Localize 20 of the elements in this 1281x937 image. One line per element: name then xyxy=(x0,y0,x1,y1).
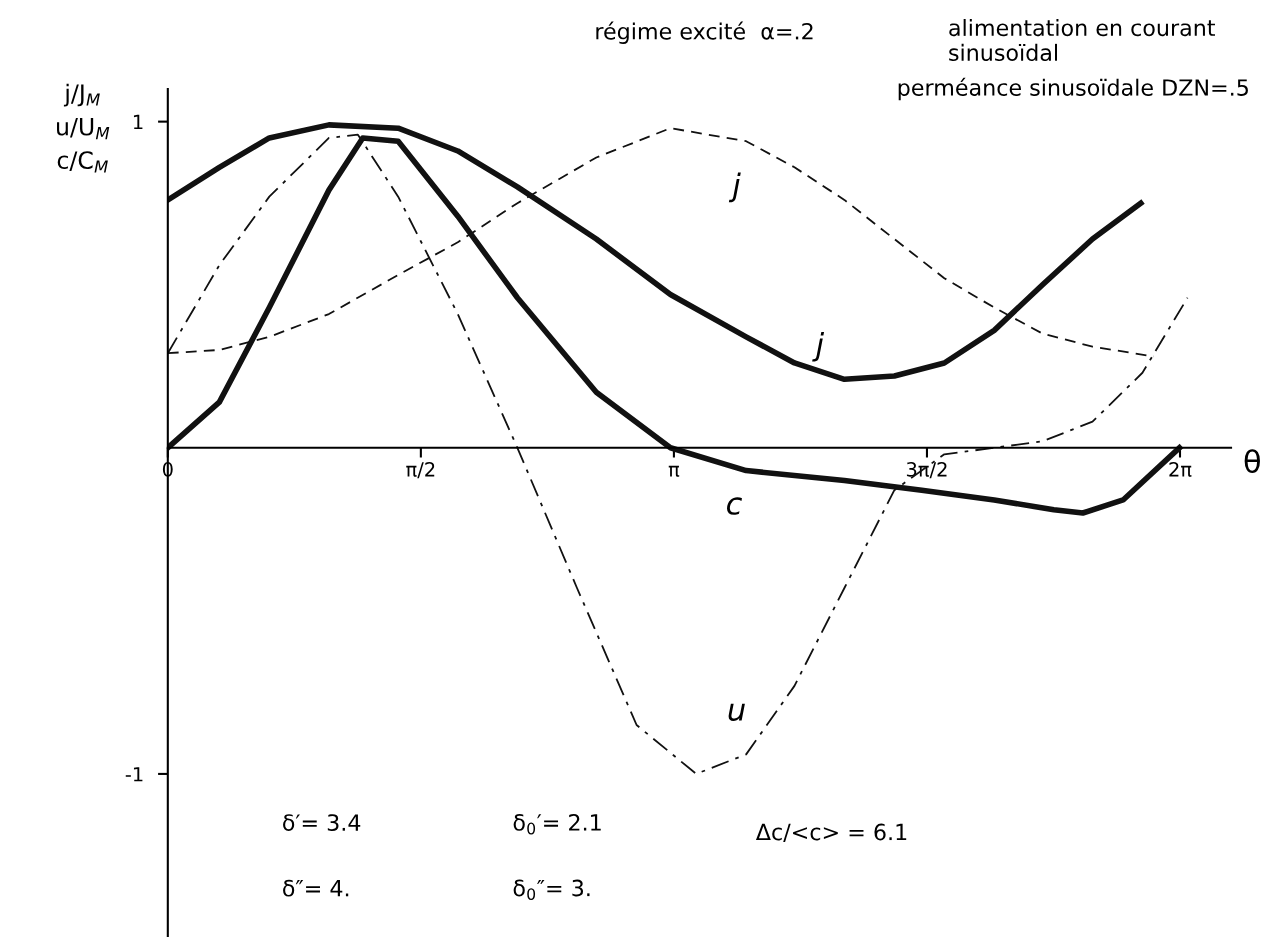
y-tick-label: -1 xyxy=(125,767,143,782)
annotation: u xyxy=(728,703,745,721)
text: alimentation en courant sinusoïdal xyxy=(949,18,1216,62)
annotation: δ″= 4. xyxy=(283,879,349,897)
x-tick-label: 3π/2 xyxy=(906,462,947,479)
x-tick-label: 2π xyxy=(1169,462,1192,477)
annotation: perméance sinusoïdale DZN=.5 xyxy=(898,77,1248,101)
x-tick-label: π xyxy=(668,465,680,477)
y-tick-label: 1 xyxy=(133,114,143,130)
annotation: δ$_{0}$″= 3. xyxy=(513,879,590,900)
y-axis-title: j/J$_{M}$ u/U$_{M}$ c/C$_{M}$ xyxy=(57,83,110,173)
x-tick-label: π/2 xyxy=(406,462,435,479)
annotation: δ′= 3.4 xyxy=(283,814,361,832)
annotation: j xyxy=(812,331,825,362)
annotation: j xyxy=(728,172,741,203)
annotation: δ$_{0}$′= 2.1 xyxy=(513,814,601,835)
annotation: c xyxy=(727,497,742,515)
annotation: Δc/<c> = 6.1 xyxy=(755,823,907,843)
x-axis-title: θ xyxy=(1244,449,1260,473)
text: régime excité α=.2 xyxy=(596,21,813,44)
